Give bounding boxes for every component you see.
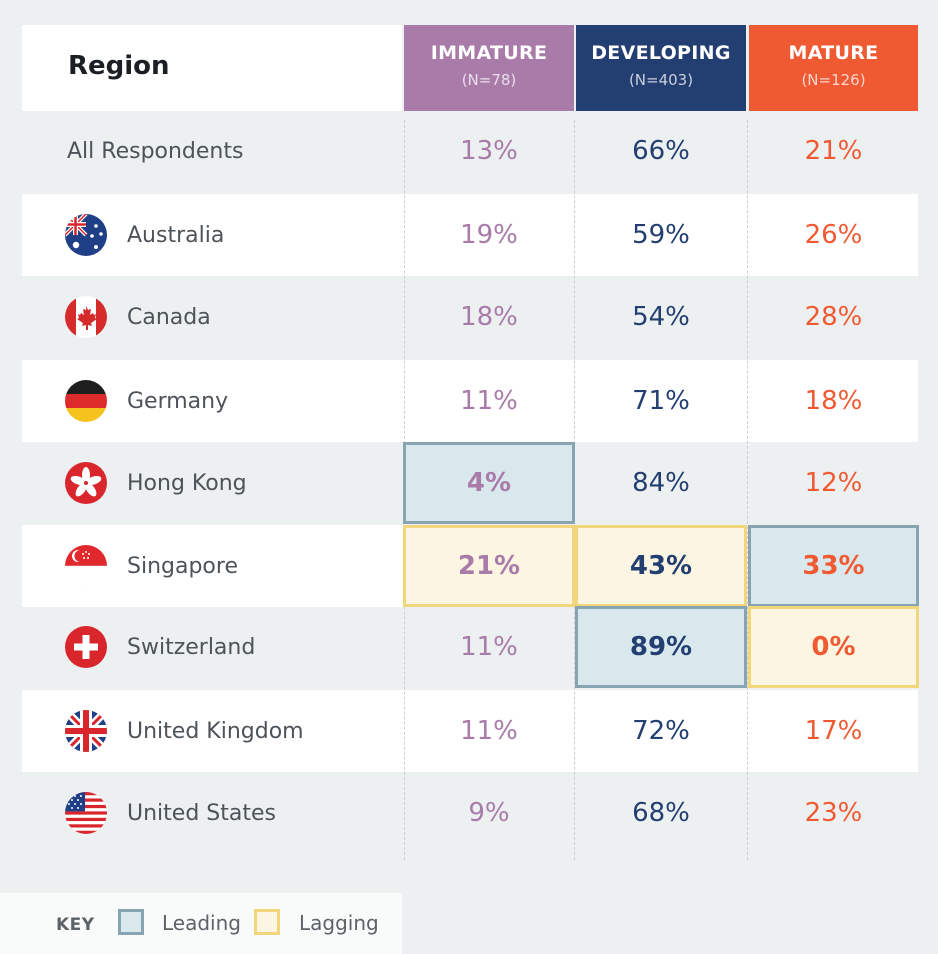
united-kingdom-flag-icon <box>65 710 107 752</box>
legend-key: KEY Leading Lagging <box>0 893 402 954</box>
column-header-immature: IMMATURE (N=78) <box>404 25 574 111</box>
region-label: All Respondents <box>67 138 244 164</box>
column-sample-size: (N=403) <box>628 71 694 89</box>
value-cell-developing: 66% <box>632 136 690 166</box>
value-cell-developing: 43% <box>575 525 747 607</box>
column-divider <box>747 120 748 860</box>
value-cell-immature: 11% <box>460 386 518 416</box>
value-cell-immature: 11% <box>460 716 518 746</box>
region-header: Region <box>68 51 170 81</box>
region-label: Canada <box>127 304 211 330</box>
united-states-flag-icon <box>65 792 107 834</box>
region-label: United States <box>127 800 276 826</box>
lagging-label: Lagging <box>299 911 379 935</box>
lagging-swatch <box>254 909 280 935</box>
value-cell-developing: 89% <box>575 606 747 688</box>
value-cell-mature: 23% <box>804 798 863 828</box>
row-stripe <box>22 690 918 772</box>
region-label: United Kingdom <box>127 718 304 744</box>
value-cell-developing: 71% <box>632 386 690 416</box>
column-sample-size: (N=126) <box>801 71 866 89</box>
hong-kong-flag-icon <box>65 462 107 504</box>
value-cell-mature: 0% <box>748 606 919 688</box>
column-header-developing: DEVELOPING (N=403) <box>576 25 746 111</box>
region-label: Germany <box>127 388 229 414</box>
value-cell-mature: 18% <box>804 386 863 416</box>
column-title: MATURE <box>788 42 879 64</box>
value-cell-mature: 28% <box>804 302 863 332</box>
value-cell-developing: 84% <box>632 468 690 498</box>
value-cell-mature: 33% <box>748 525 919 607</box>
value-cell-immature: 4% <box>403 442 575 524</box>
australia-flag-icon <box>65 214 107 256</box>
leading-swatch <box>118 909 144 935</box>
value-cell-developing: 54% <box>632 302 690 332</box>
germany-flag-icon <box>65 380 107 422</box>
value-cell-immature: 9% <box>468 798 510 828</box>
region-header-cell: Region <box>22 25 402 111</box>
switzerland-flag-icon <box>65 626 107 668</box>
value-cell-immature: 19% <box>460 220 518 250</box>
region-label: Australia <box>127 222 225 248</box>
value-cell-immature: 18% <box>460 302 518 332</box>
leading-label: Leading <box>162 911 241 935</box>
key-title: KEY <box>56 915 95 935</box>
row-stripe <box>22 360 918 442</box>
value-cell-immature: 11% <box>460 632 518 662</box>
region-label: Hong Kong <box>127 470 247 496</box>
region-label: Singapore <box>127 553 238 579</box>
value-cell-mature: 21% <box>804 136 863 166</box>
singapore-flag-icon <box>65 545 107 587</box>
value-cell-mature: 17% <box>804 716 863 746</box>
value-cell-immature: 13% <box>460 136 518 166</box>
row-stripe <box>22 194 918 276</box>
value-cell-developing: 59% <box>632 220 690 250</box>
column-title: DEVELOPING <box>591 42 731 64</box>
column-sample-size: (N=78) <box>461 71 517 89</box>
canada-flag-icon <box>65 296 107 338</box>
value-cell-mature: 12% <box>804 468 863 498</box>
column-title: IMMATURE <box>430 42 548 64</box>
value-cell-developing: 72% <box>632 716 690 746</box>
value-cell-immature: 21% <box>403 525 575 607</box>
column-header-mature: MATURE (N=126) <box>749 25 918 111</box>
region-label: Switzerland <box>127 634 256 660</box>
value-cell-mature: 26% <box>804 220 863 250</box>
value-cell-developing: 68% <box>632 798 690 828</box>
